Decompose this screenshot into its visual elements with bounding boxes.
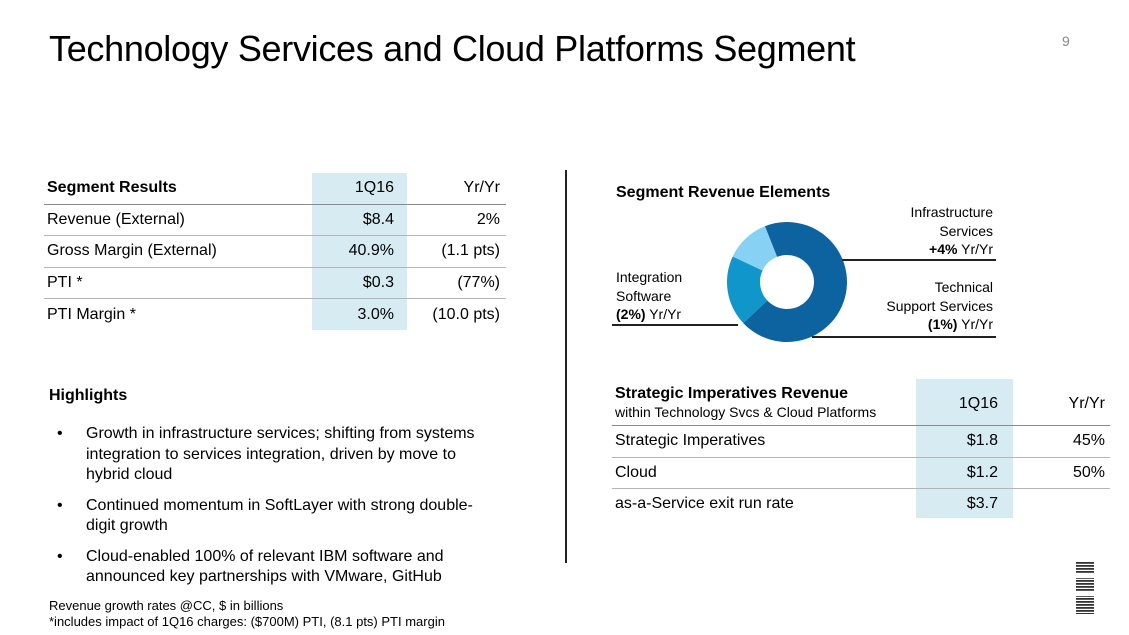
row-yoy: (1.1 pts) bbox=[441, 242, 500, 260]
row-yoy: 2% bbox=[476, 210, 500, 228]
segment-results-highlight-column bbox=[312, 173, 407, 330]
table-row: Strategic Imperatives $1.8 45% bbox=[612, 426, 1110, 458]
strategic-imperatives-title: Strategic Imperatives Revenue bbox=[615, 385, 848, 402]
segment-results-col-period: 1Q16 bbox=[354, 179, 394, 197]
table-row: as-a-Service exit run rate $3.7 bbox=[612, 489, 1110, 521]
list-item: • Growth in infrastructure services; shi… bbox=[57, 424, 487, 486]
footnote-line-1: Revenue growth rates @CC, $ in billions bbox=[49, 598, 284, 613]
integration-software-label: Integration Software (2%) Yr/Yr bbox=[616, 268, 726, 324]
label-growth: +4% Yr/Yr bbox=[830, 240, 993, 259]
strategic-imperatives-header-row: Strategic Imperatives Revenue within Tec… bbox=[612, 379, 1110, 426]
donut-slice-technical-support-services bbox=[727, 256, 768, 324]
label-line: Integration bbox=[616, 269, 683, 285]
infrastructure-underline bbox=[842, 259, 996, 261]
technical-support-label: Technical Support Services (1%) Yr/Yr bbox=[830, 278, 993, 334]
row-value: $3.7 bbox=[966, 495, 998, 512]
segment-results-table: Segment Results 1Q16 Yr/Yr Revenue (Exte… bbox=[44, 173, 506, 331]
strategic-imperatives-table: Strategic Imperatives Revenue within Tec… bbox=[612, 379, 1110, 521]
table-row: Cloud $1.2 50% bbox=[612, 458, 1110, 489]
table-row: PTI * $0.3 (77%) bbox=[44, 268, 506, 299]
growth-suffix: Yr/Yr bbox=[957, 241, 993, 257]
footnote: Revenue growth rates @CC, $ in billions … bbox=[49, 598, 445, 630]
row-label: Gross Margin (External) bbox=[47, 242, 217, 260]
header-cell: Strategic Imperatives Revenue within Tec… bbox=[615, 385, 876, 420]
table-row: Gross Margin (External) 40.9% (1.1 pts) bbox=[44, 236, 506, 268]
list-item: • Continued momentum in SoftLayer with s… bbox=[57, 496, 487, 537]
list-item-text: Continued momentum in SoftLayer with str… bbox=[86, 496, 473, 535]
row-value: $1.2 bbox=[966, 463, 998, 481]
donut-slice-infrastructure-services bbox=[743, 222, 847, 342]
label-line: Technical bbox=[934, 279, 993, 295]
growth-value: (1%) bbox=[927, 316, 958, 332]
list-item-text: Cloud-enabled 100% of relevant IBM softw… bbox=[86, 547, 444, 586]
segment-results-header-row: Segment Results 1Q16 Yr/Yr bbox=[44, 173, 506, 205]
label-line: Support Services bbox=[886, 297, 993, 314]
footnote-line-2: *includes impact of 1Q16 charges: ($700M… bbox=[49, 614, 445, 629]
row-label: PTI Margin * bbox=[47, 305, 136, 323]
vertical-divider bbox=[565, 170, 567, 563]
revenue-elements-title: Segment Revenue Elements bbox=[616, 184, 831, 201]
segment-results-col-yoy: Yr/Yr bbox=[463, 179, 500, 197]
list-item: • Cloud-enabled 100% of relevant IBM sof… bbox=[57, 547, 487, 588]
label-line: Infrastructure bbox=[910, 204, 993, 220]
highlights-title: Highlights bbox=[49, 387, 128, 404]
row-yoy: (10.0 pts) bbox=[432, 305, 500, 323]
row-label: Revenue (External) bbox=[47, 210, 185, 228]
page-number: 9 bbox=[1062, 33, 1070, 49]
growth-suffix: Yr/Yr bbox=[645, 306, 682, 322]
strategic-imperatives-col-yoy: Yr/Yr bbox=[1068, 395, 1105, 412]
strategic-imperatives-subtitle: within Technology Svcs & Cloud Platforms bbox=[615, 404, 877, 420]
row-yoy: (77%) bbox=[457, 273, 500, 291]
highlights-list: • Growth in infrastructure services; shi… bbox=[57, 424, 487, 598]
bullet: • bbox=[57, 547, 63, 565]
slide-title: Technology Services and Cloud Platforms … bbox=[49, 28, 856, 69]
row-yoy: 50% bbox=[1072, 463, 1105, 481]
row-value: $0.3 bbox=[362, 273, 394, 291]
table-row: PTI Margin * 3.0% (10.0 pts) bbox=[44, 299, 506, 331]
row-value: $8.4 bbox=[362, 210, 394, 228]
row-value: 3.0% bbox=[357, 305, 394, 323]
segment-results-header: Segment Results bbox=[47, 179, 177, 197]
label-growth: (2%) Yr/Yr bbox=[616, 305, 726, 324]
strategic-imperatives-col-period: 1Q16 bbox=[958, 395, 998, 412]
donut-slice-integration-software bbox=[732, 226, 778, 271]
growth-suffix: Yr/Yr bbox=[957, 316, 993, 332]
bullet: • bbox=[57, 496, 63, 514]
list-item-text: Growth in infrastructure services; shift… bbox=[86, 425, 475, 483]
row-label: as-a-Service exit run rate bbox=[615, 495, 794, 512]
label-line: Services bbox=[939, 222, 993, 239]
bullet: • bbox=[57, 425, 63, 442]
label-growth: (1%) Yr/Yr bbox=[830, 315, 993, 334]
growth-value: (2%) bbox=[616, 306, 646, 322]
technical-underline bbox=[812, 336, 996, 338]
revenue-donut-chart bbox=[727, 222, 847, 342]
growth-value: +4% bbox=[929, 241, 958, 257]
row-label: PTI * bbox=[47, 273, 83, 291]
ibm-logo bbox=[1076, 562, 1094, 614]
row-label: Strategic Imperatives bbox=[615, 432, 766, 449]
row-label: Cloud bbox=[615, 463, 657, 481]
row-value: 40.9% bbox=[348, 242, 394, 260]
infrastructure-services-label: Infrastructure Services +4% Yr/Yr bbox=[830, 203, 993, 259]
row-yoy: 45% bbox=[1072, 432, 1105, 449]
integration-underline bbox=[612, 324, 738, 326]
row-value: $1.8 bbox=[966, 432, 998, 449]
label-line: Software bbox=[616, 287, 672, 304]
table-row: Revenue (External) $8.4 2% bbox=[44, 205, 506, 236]
strategic-imperatives-highlight-column bbox=[916, 379, 1013, 518]
